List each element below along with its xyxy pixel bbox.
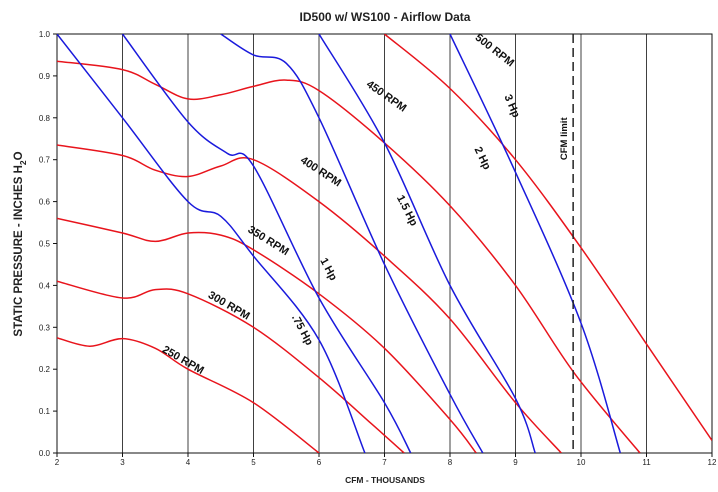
x-tick-label: 11 <box>642 458 651 467</box>
rpm-curves <box>57 34 712 453</box>
curve-label-500-rpm: 500 RPM <box>473 32 517 70</box>
curve-label-350-rpm: 350 RPM <box>246 224 291 258</box>
rpm-curve-250-rpm <box>57 337 320 453</box>
chart-title: ID500 w/ WS100 - Airflow Data <box>300 10 471 24</box>
y-tick-label: 0.9 <box>39 72 51 81</box>
curve-label-400-rpm: 400 RPM <box>298 154 343 189</box>
rpm-curve-450-rpm <box>57 60 641 453</box>
y-tick-label: 0.7 <box>39 156 51 165</box>
curve-label-300-rpm: 300 RPM <box>206 289 252 322</box>
curve-label-450-rpm: 450 RPM <box>364 78 408 114</box>
x-tick-label: 8 <box>448 458 453 467</box>
rpm-curve-500-rpm <box>384 34 712 441</box>
x-tick-label: 6 <box>317 458 322 467</box>
hp-curve-1-hp <box>121 34 412 453</box>
x-tick-label: 10 <box>577 458 586 467</box>
y-tick-label: 0.4 <box>39 281 51 290</box>
y-tick-label: 0.8 <box>39 114 51 123</box>
curve-label-3-hp: 3 Hp <box>502 93 522 120</box>
y-tick-label: 0.2 <box>39 365 51 374</box>
hp-curve-2-hp <box>318 34 536 453</box>
gridlines <box>122 34 647 453</box>
curve-label-1-hp: 1 Hp <box>317 256 339 283</box>
rpm-curve-400-rpm <box>57 144 562 453</box>
hp-curve-75-hp <box>57 34 366 453</box>
y-tick-label: 0.1 <box>39 407 51 416</box>
x-tick-label: 4 <box>186 458 191 467</box>
x-tick-label: 3 <box>120 458 125 467</box>
hp-curve-3-hp <box>449 34 622 453</box>
rpm-curve-300-rpm <box>57 280 405 453</box>
curve-label-250-rpm: 250 RPM <box>160 344 206 377</box>
cfm-limit-label: CFM limit <box>559 117 570 161</box>
x-tick-label: 9 <box>513 458 518 467</box>
y-tick-label: 0.0 <box>39 449 51 458</box>
x-tick-label: 2 <box>55 458 60 467</box>
cfm-limit: CFM limit <box>559 34 574 453</box>
y-tick-label: 0.3 <box>39 323 51 332</box>
x-tick-label: 7 <box>382 458 387 467</box>
curve-label-2-hp: 2 Hp <box>472 145 493 172</box>
x-axis-ticks: 2 3 4 5 6 7 8 9 10 11 12 <box>55 453 717 467</box>
curve-label-75-hp: .75 Hp <box>289 313 315 348</box>
y-tick-label: 0.6 <box>39 198 51 207</box>
y-tick-label: 0.5 <box>39 240 51 249</box>
x-tick-label: 5 <box>251 458 256 467</box>
hp-curve-1-5-hp <box>220 34 484 453</box>
y-axis-ticks: 0.0 0.1 0.2 0.3 0.4 0.5 0.6 0.7 0.8 0.9 1.0 <box>39 30 57 458</box>
x-axis-label: CFM - THOUSANDS <box>345 475 425 485</box>
hp-curves <box>57 34 622 453</box>
rpm-curve-350-rpm <box>57 217 477 453</box>
x-tick-label: 12 <box>708 458 717 467</box>
y-axis-label: STATIC PRESSURE - INCHES H2O <box>13 151 28 336</box>
y-tick-label: 1.0 <box>39 30 51 39</box>
